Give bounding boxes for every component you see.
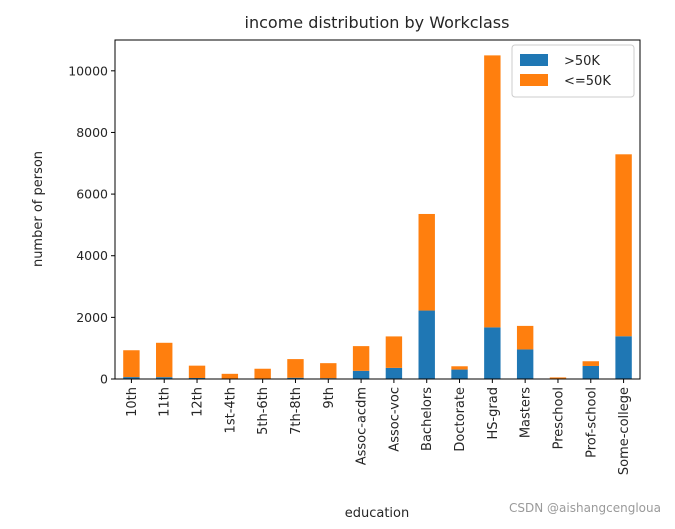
bar-gt50k-assoc-acdm [352,370,370,379]
bar-le50k-12th [188,365,206,378]
bar-le50k-assoc-acdm [352,346,370,371]
x-tick-label: Preschool [551,387,566,449]
bar-le50k-bachelors [418,213,435,311]
legend-swatch [520,54,548,66]
bar-le50k-hs-grad [484,55,501,328]
y-tick-label: 2000 [76,310,108,325]
x-tick-label: 12th [191,387,206,417]
bar-gt50k-7th-8th [287,377,304,379]
bar-gt50k-prof-school [582,365,599,379]
bar-gt50k-12th [188,377,206,379]
bar-le50k-preschool [549,377,567,379]
x-tick-label: 5th-6th [256,387,271,435]
x-tick-label: Masters [519,387,534,438]
bar-le50k-11th [156,342,173,378]
y-tick-label: 4000 [76,248,108,263]
legend-label: <=50K [564,74,611,89]
watermark: CSDN @aishangcengloua [509,501,661,515]
x-tick-label: HS-grad [486,387,501,440]
x-tick-label: Some-college [617,387,632,475]
x-tick-label: Bachelors [420,387,435,451]
plot-area: 0 2000 4000 6000 8000 10000 10th 11th 12th 1st-4… [68,39,641,475]
bar-le50k-prof-school [582,361,599,366]
bar-le50k-7th-8th [287,359,304,378]
bar-gt50k-11th [156,377,173,379]
bar-gt50k-masters [516,349,534,379]
bar-gt50k-doctorate [451,369,468,379]
legend: >50K <=50K [511,44,635,98]
x-tick-label: 11th [158,387,173,417]
bar-gt50k-hs-grad [484,327,501,379]
x-tick-label: Assoc-voc [387,387,402,452]
legend-swatch [520,74,548,86]
bar-le50k-masters [516,325,534,350]
y-axis: 0 2000 4000 6000 8000 10000 [68,63,115,387]
y-tick-label: 10000 [68,63,108,78]
bar-gt50k-assoc-voc [385,367,403,379]
y-tick-label: 6000 [76,187,108,202]
bar-gt50k-bachelors [418,310,435,379]
y-axis-label: number of person [31,151,46,267]
x-axis-label: education [345,506,410,521]
bar-le50k-10th [123,350,140,378]
bar-gt50k-10th [123,377,140,379]
legend-box [511,44,635,98]
y-tick-label: 8000 [76,125,108,140]
chart-title: income distribution by Workclass [245,13,510,32]
x-tick-label: 10th [125,387,140,417]
x-tick-label: Prof-school [584,387,599,458]
x-tick-label: Assoc-acdm [355,387,370,465]
bar-le50k-9th [320,363,337,379]
bar-le50k-assoc-voc [385,336,403,368]
x-tick-label: Doctorate [453,387,468,452]
bars [123,55,632,379]
y-tick-label: 0 [100,372,108,387]
bar-le50k-5th-6th [254,368,271,379]
x-tick-label: 1st-4th [223,387,238,433]
bar-le50k-1st-4th [221,373,239,379]
legend-label: >50K [564,54,600,69]
x-tick-label: 9th [322,387,337,409]
x-axis: 10th 11th 12th 1st-4th 5th-6th 7th-8th 9th Asso… [125,379,632,475]
plot-frame [114,39,641,380]
bar-le50k-some-college [615,154,632,337]
bar-le50k-doctorate [451,366,468,370]
bar-gt50k-some-college [615,336,632,379]
x-tick-label: 7th-8th [289,387,304,435]
